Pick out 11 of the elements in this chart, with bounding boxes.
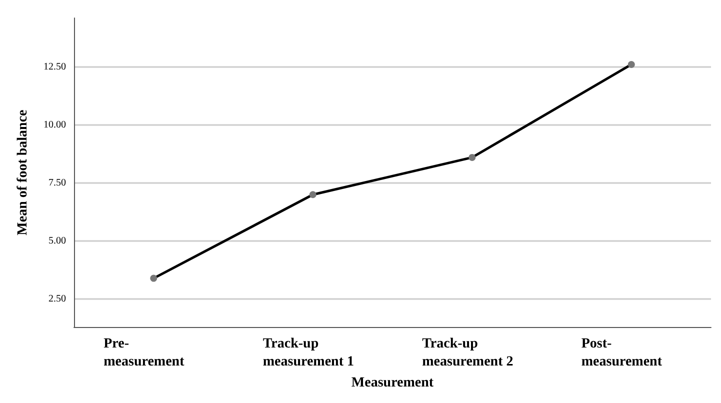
- x-tick-label: Track-up measurement 2: [422, 336, 514, 370]
- y-tick-label: 12.50: [44, 61, 66, 72]
- x-axis-title: Measurement: [351, 376, 434, 390]
- x-tick-label: Track-up measurement 1: [262, 336, 354, 370]
- y-tick-label: 7.50: [48, 178, 66, 189]
- y-tick-label: 2.50: [48, 294, 66, 305]
- y-axis-title: Mean of foot balance: [16, 110, 30, 236]
- x-tick-label: Post- measurement: [581, 336, 662, 370]
- y-tick-label: 5.00: [48, 236, 66, 247]
- y-tick-label: 10.00: [44, 119, 66, 130]
- x-tick-label: Pre- measurement: [104, 336, 185, 370]
